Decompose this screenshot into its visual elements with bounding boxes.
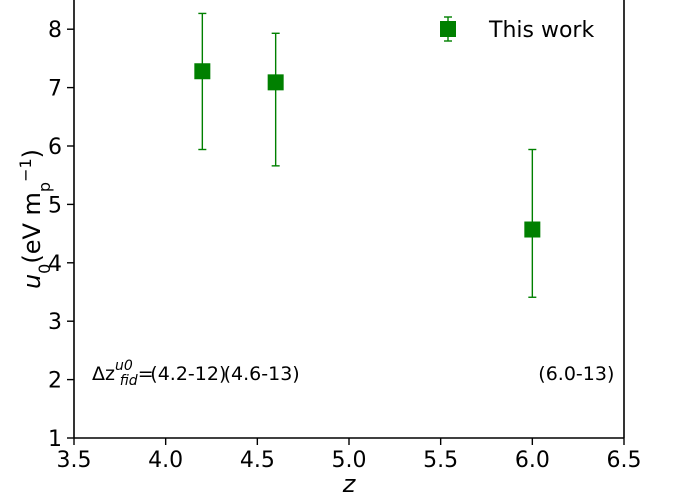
y-tick-label-0: 1 xyxy=(48,427,62,452)
data-point-2 xyxy=(524,148,541,298)
legend-label: This work xyxy=(488,18,594,43)
delta-z-fid-label: Δzu0 fid= xyxy=(92,358,154,389)
y-axis-ticks: 1 2 3 4 5 6 7 8 xyxy=(48,18,74,452)
z-range-annotations: Δzu0 fid= (4.2-12)(4.6-13) (6.0-13) xyxy=(92,358,614,389)
x-tick-label-5: 6.0 xyxy=(515,448,550,473)
y-tick-label-2: 3 xyxy=(48,310,62,335)
square-marker xyxy=(194,63,211,80)
z-range-label-2: (6.0-13) xyxy=(538,363,614,385)
y-tick-label-6: 7 xyxy=(48,77,62,102)
square-marker xyxy=(267,74,284,91)
y-axis-title: u0(eV mp−1) xyxy=(16,149,54,289)
x-tick-label-4: 5.5 xyxy=(423,448,458,473)
x-tick-label-2: 4.5 xyxy=(240,448,275,473)
x-tick-label-0: 3.5 xyxy=(57,448,92,473)
x-tick-label-6: 6.5 xyxy=(607,448,642,473)
square-marker xyxy=(524,221,541,238)
x-axis-ticks: 3.5 4.0 4.5 5.0 5.5 6.0 6.5 xyxy=(57,438,642,473)
series-this-work xyxy=(194,12,541,298)
x-axis-title: z xyxy=(342,470,357,498)
data-point-1 xyxy=(267,32,284,167)
legend-marker xyxy=(440,21,456,37)
y-tick-label-4: 5 xyxy=(48,193,62,218)
x-tick-label-1: 4.0 xyxy=(148,448,183,473)
y-tick-label-5: 6 xyxy=(48,135,62,160)
x-tick-label-3: 5.0 xyxy=(332,448,367,473)
y-tick-label-7: 8 xyxy=(48,18,62,43)
y-tick-label-1: 2 xyxy=(48,369,62,394)
legend: This work xyxy=(440,16,594,43)
data-point-0 xyxy=(194,12,211,151)
z-range-label-0: (4.2-12) xyxy=(150,363,226,385)
z-range-label-1: (4.6-13) xyxy=(224,363,300,385)
y-tick-label-3: 4 xyxy=(48,252,62,277)
